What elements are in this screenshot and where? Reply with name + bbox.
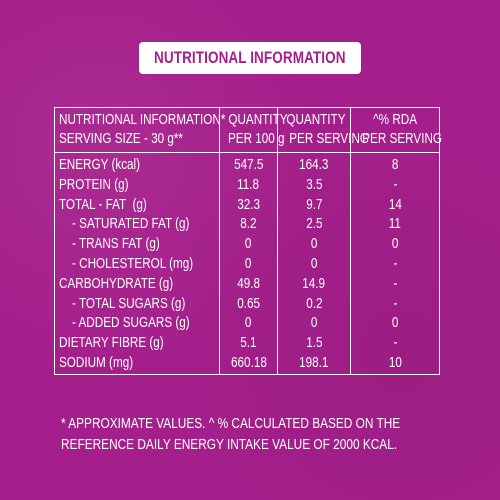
table-row: SODIUM (mg) 660.18 198.1 10: [55, 352, 439, 374]
row-name: - SATURATED FAT (g): [59, 215, 190, 233]
table-header: NUTRITIONAL INFORMATION* SERVING SIZE - …: [55, 108, 443, 153]
title-box: NUTRITIONAL INFORMATION: [139, 42, 361, 74]
row-per-serving: 0: [310, 235, 318, 253]
row-per100: 547.5: [233, 156, 264, 173]
row-rda: 0: [391, 314, 399, 332]
header-nutrient-line1: NUTRITIONAL INFORMATION*: [59, 111, 226, 128]
row-per-serving: 1.5: [305, 334, 323, 352]
row-per-serving: 0.2: [305, 294, 323, 312]
footnote-line2: REFERENCE DAILY ENERGY INTAKE VALUE OF 2…: [61, 436, 398, 453]
row-rda: -: [393, 254, 397, 272]
header-per-serving-line2: PER SERVING: [289, 130, 370, 147]
row-per-serving: 0: [310, 314, 318, 332]
table-row: - CHOLESTEROL (mg) 0 0 -: [55, 253, 439, 274]
row-rda: 0: [391, 235, 399, 253]
row-name: ENERGY (kcal): [59, 156, 141, 173]
row-name: PROTEIN (g): [59, 175, 129, 193]
row-name: DIETARY FIBRE (g): [59, 334, 164, 352]
row-rda: 8: [391, 156, 399, 173]
header-nutrient-line2: SERVING SIZE - 30 g**: [59, 130, 183, 147]
table-row: - SATURATED FAT (g) 8.2 2.5 11: [55, 214, 439, 235]
row-per100: 0: [245, 254, 252, 272]
footnote-line1: * APPROXIMATE VALUES. ^ % CALCULATED BAS…: [61, 415, 401, 432]
row-per100: 8.2: [240, 215, 257, 233]
table-row: TOTAL - FAT (g) 32.3 9.7 14: [55, 194, 439, 215]
row-name: - ADDED SUGARS (g): [59, 314, 190, 332]
table-row: PROTEIN (g) 11.8 3.5 -: [55, 174, 439, 195]
row-rda: 14: [388, 195, 402, 213]
row-name: - CHOLESTEROL (mg): [59, 254, 194, 272]
row-per100: 11.8: [237, 175, 260, 193]
page-title: NUTRITIONAL INFORMATION: [154, 48, 346, 67]
row-per100: 0: [245, 314, 252, 332]
header-row: NUTRITIONAL INFORMATION* SERVING SIZE - …: [55, 108, 443, 153]
nutrition-table: NUTRITIONAL INFORMATION* SERVING SIZE - …: [54, 107, 443, 375]
row-rda: 11: [388, 215, 402, 233]
header-per100-line1: QUANTITY: [228, 111, 288, 128]
row-per-serving: 164.3: [299, 156, 329, 173]
header-rda-line2: PER SERVING: [362, 130, 443, 147]
footnote: * APPROXIMATE VALUES. ^ % CALCULATED BAS…: [61, 413, 500, 455]
row-rda: -: [393, 274, 397, 292]
row-per-serving: 198.1: [299, 353, 329, 371]
header-rda-line1: ^% RDA: [373, 111, 417, 128]
header-per100: QUANTITY PER 100 g: [219, 108, 288, 153]
row-per-serving: 9.7: [305, 195, 323, 213]
header-nutrient: NUTRITIONAL INFORMATION* SERVING SIZE - …: [55, 108, 225, 153]
row-per100: 5.1: [240, 334, 257, 352]
table-row: ENERGY (kcal) 547.5 164.3 8: [55, 152, 439, 175]
row-per-serving: 0: [310, 254, 318, 272]
row-per100: 660.18: [230, 353, 267, 371]
row-rda: -: [393, 334, 397, 352]
row-name: CARBOHYDRATE (g): [59, 274, 174, 292]
row-per100: 49.8: [237, 274, 260, 292]
row-name: - TOTAL SUGARS (g): [59, 294, 186, 312]
table-row: - TOTAL SUGARS (g) 0.65 0.2 -: [55, 293, 439, 314]
header-rda: ^% RDA PER SERVING: [350, 108, 443, 153]
row-rda: 10: [388, 353, 402, 371]
row-rda: -: [393, 175, 397, 193]
header-per-serving: QUANTITY PER SERVING: [277, 108, 369, 153]
row-name: SODIUM (mg): [59, 353, 134, 371]
row-per-serving: 14.9: [302, 274, 326, 292]
row-per100: 0: [245, 235, 252, 253]
table-row: - ADDED SUGARS (g) 0 0 0: [55, 313, 439, 334]
header-per100-line2: PER 100 g: [227, 130, 285, 147]
table-body: ENERGY (kcal) 547.5 164.3 8 PROTEIN (g) …: [55, 152, 439, 374]
row-name: - TRANS FAT (g): [59, 235, 160, 253]
row-per100: 0.65: [237, 294, 260, 312]
header-per-serving-line1: QUANTITY: [286, 111, 346, 128]
row-rda: -: [393, 294, 397, 312]
table-row: CARBOHYDRATE (g) 49.8 14.9 -: [55, 273, 439, 294]
row-per-serving: 2.5: [305, 215, 323, 233]
row-per100: 32.3: [237, 195, 260, 213]
row-name: TOTAL - FAT (g): [59, 195, 147, 213]
table-row: - TRANS FAT (g) 0 0 0: [55, 234, 439, 254]
table-row: DIETARY FIBRE (g) 5.1 1.5 -: [55, 333, 439, 353]
row-per-serving: 3.5: [305, 175, 323, 193]
